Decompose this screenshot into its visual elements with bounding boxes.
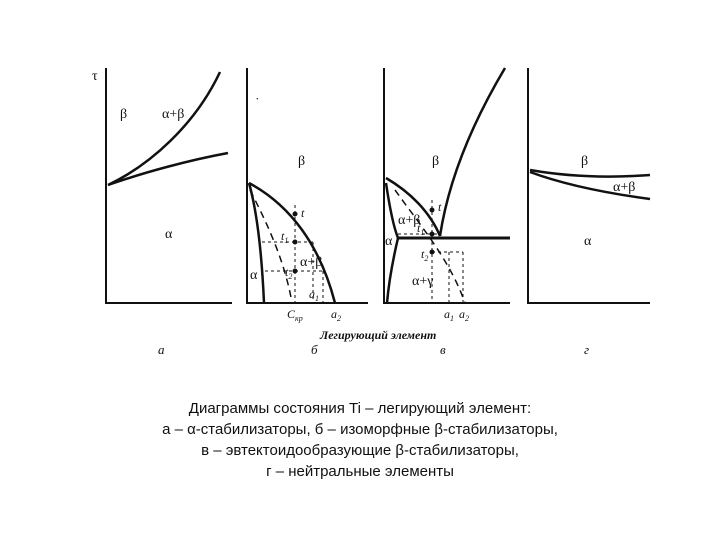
- panel-v-diagram: β t α+β t1 α t2 α+γ a1 a2 в: [383, 67, 510, 357]
- panel-b-alpha-beta-label: α+β: [300, 255, 322, 270]
- caption-line-1: Диаграммы состояния Ti – легирующий элем…: [188, 400, 532, 417]
- panel-g-beta-label: β: [581, 154, 588, 169]
- panel-b-point-t: [292, 211, 298, 217]
- panel-b-t-label: t: [301, 206, 305, 220]
- panel-b-point-t1: [292, 239, 298, 245]
- panel-g-alpha-label: α: [584, 234, 592, 249]
- panel-v-beta-transus-right-curve: [438, 67, 507, 237]
- caption-line-4: г – нейтральные элементы: [266, 463, 454, 480]
- panel-b-martensite-dashed-curve: [249, 189, 293, 304]
- panel-b-solvus-curve: [247, 182, 266, 304]
- panel-v-t2-label: t2: [421, 247, 428, 263]
- panel-b-ckr-label: Cкр: [287, 307, 303, 323]
- panel-b-t2-label: t2: [285, 265, 292, 281]
- panel-b-corner-mark: ˙: [255, 96, 260, 111]
- panel-v-beta-transus-left-curve: [385, 176, 442, 237]
- panel-v-t1-label: t1: [417, 221, 424, 237]
- panel-g-lower-boundary-curve: [529, 170, 651, 201]
- panel-a-axes: [105, 68, 232, 304]
- panel-b-a1-label: a1: [309, 287, 319, 303]
- panel-v-point-t: [429, 207, 435, 213]
- panel-v-t-label: t: [438, 200, 442, 214]
- panel-b-beta-label: β: [298, 154, 305, 169]
- panel-b-axes: [246, 68, 368, 304]
- panel-v-alpha-solvus-curve: [384, 182, 400, 304]
- panel-b-t1-label: t1: [281, 229, 288, 245]
- panel-v-dashed-curve: [394, 189, 466, 304]
- panel-a-alpha-label: α: [165, 227, 173, 242]
- panel-g-alpha-beta-label: α+β: [613, 180, 635, 195]
- panel-a-alpha-beta-label: α+β: [162, 107, 184, 122]
- panel-b-alpha-label: α: [250, 268, 258, 283]
- panel-v-a1-label: a1: [444, 307, 454, 323]
- panel-g-letter: г: [584, 342, 589, 357]
- caption-line-2: а – α-стабилизаторы, б – изоморфные β-ст…: [162, 421, 558, 438]
- panel-b-point-t2: [292, 268, 298, 274]
- panel-g-axes: [527, 68, 650, 304]
- panel-a-letter: а: [158, 342, 165, 357]
- panel-v-alpha-gamma-label: α+γ: [412, 274, 433, 289]
- panel-b-letter: б: [311, 342, 318, 357]
- figure-caption: Диаграммы состояния Ti – легирующий элем…: [80, 398, 640, 482]
- panel-v-letter: в: [440, 342, 446, 357]
- panel-a-upper-boundary-curve: [107, 71, 222, 187]
- caption-line-3: в – эвтектоидообразующие β-стабилизаторы…: [201, 442, 519, 459]
- panel-a-diagram: τ β α+β α а: [92, 68, 232, 357]
- panel-v-a2-label: a2: [459, 307, 469, 323]
- panel-b-a2-label: a2: [331, 307, 341, 323]
- panel-v-alpha-beta-label: α+β: [398, 213, 420, 228]
- panel-g-upper-boundary-curve: [529, 168, 651, 178]
- panel-a-lower-boundary-curve: [107, 151, 229, 187]
- x-axis-caption: Легирующий элемент: [319, 328, 436, 342]
- panel-b-diagram: ˙ β t t1 α+β t2 α a1 Cкр a2 б: [246, 68, 368, 357]
- panel-v-beta-label: β: [432, 154, 439, 169]
- panel-g-diagram: β α+β α г: [527, 68, 651, 357]
- panel-v-point-t2: [429, 249, 435, 255]
- panel-v-axes: [383, 68, 510, 304]
- panel-b-liquidus-curve: [248, 181, 337, 304]
- panel-a-y-axis-symbol: τ: [92, 69, 98, 84]
- panel-a-beta-label: β: [120, 107, 127, 122]
- panel-v-point-t1: [429, 231, 435, 237]
- panel-v-alpha-label: α: [385, 234, 393, 249]
